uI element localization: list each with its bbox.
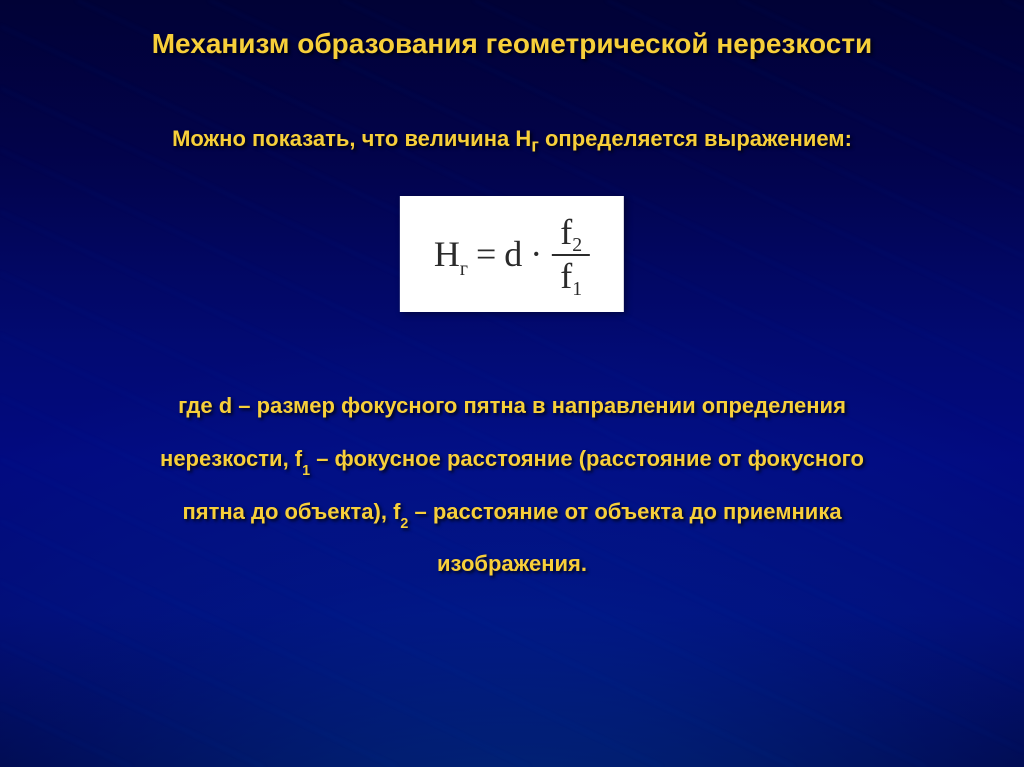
- slide: Механизм образования геометрической нере…: [0, 0, 1024, 767]
- frac-den-sub: 1: [572, 279, 582, 300]
- formula-coef: d: [504, 235, 522, 275]
- formula-lhs-sub: г: [460, 258, 468, 280]
- explain-line3b: – расстояние от объекта до приемника: [408, 499, 841, 524]
- formula-box: Нг = d · f2 f1: [400, 196, 624, 312]
- formula-dot: ·: [530, 235, 542, 275]
- formula-eq: =: [476, 235, 496, 275]
- formula-fraction: f2 f1: [552, 214, 590, 296]
- explain-line4: изображения.: [437, 551, 587, 576]
- slide-title: Механизм образования геометрической нере…: [0, 28, 1024, 60]
- fraction-numerator: f2: [552, 214, 590, 252]
- frac-num-sub: 2: [572, 235, 582, 256]
- explain-line2b: – фокусное расстояние (расстояние от фок…: [310, 446, 864, 471]
- explain-line3a: пятна до объекта), f: [182, 499, 400, 524]
- explain-line3-sub: 2: [400, 516, 408, 532]
- explanation-block: где d – размер фокусного пятна в направл…: [70, 380, 954, 591]
- intro-sub: г: [531, 134, 539, 155]
- intro-prefix: Можно показать, что величина Н: [172, 126, 531, 151]
- explain-line1: где d – размер фокусного пятна в направл…: [178, 393, 846, 418]
- explain-line2-sub: 1: [302, 463, 310, 479]
- intro-suffix: определяется выражением:: [539, 126, 852, 151]
- fraction-denominator: f1: [552, 258, 590, 296]
- explain-line2a: нерезкости, f: [160, 446, 302, 471]
- formula-lhs-main: Н: [434, 234, 460, 274]
- formula-lhs: Нг: [434, 235, 468, 275]
- frac-den-main: f: [560, 258, 572, 296]
- intro-line: Можно показать, что величина Нг определя…: [60, 126, 964, 156]
- frac-num-main: f: [560, 214, 572, 252]
